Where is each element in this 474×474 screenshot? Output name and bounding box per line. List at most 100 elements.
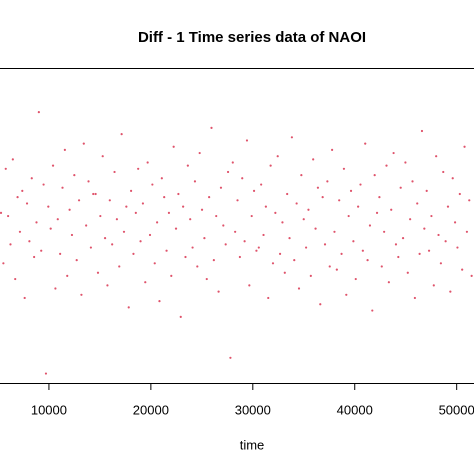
point — [137, 167, 140, 170]
point — [96, 271, 100, 274]
point — [342, 167, 346, 170]
point — [80, 293, 83, 296]
point — [59, 252, 62, 255]
point — [7, 214, 10, 218]
point — [281, 221, 284, 224]
point — [442, 170, 445, 174]
point — [25, 202, 29, 205]
point — [129, 189, 133, 192]
point — [295, 202, 298, 205]
point — [404, 161, 407, 164]
point — [167, 211, 171, 214]
point — [345, 293, 348, 296]
point — [87, 180, 90, 183]
point — [200, 208, 204, 211]
point — [309, 274, 312, 277]
point — [47, 205, 50, 208]
point — [141, 202, 145, 205]
point — [392, 151, 395, 155]
point — [163, 196, 166, 199]
point — [49, 227, 52, 230]
point — [236, 199, 239, 202]
point — [444, 240, 447, 243]
point — [468, 199, 471, 202]
point — [373, 174, 376, 177]
point — [352, 240, 355, 243]
point — [364, 142, 367, 145]
chart-title: Diff - 1 Time series data of NAOI — [138, 29, 366, 46]
point — [264, 205, 267, 208]
point — [323, 243, 327, 246]
point — [456, 246, 459, 249]
point — [461, 268, 464, 271]
point — [172, 145, 175, 148]
point — [205, 277, 208, 281]
point — [219, 186, 223, 189]
point — [89, 246, 92, 249]
point — [314, 227, 317, 230]
point — [158, 300, 161, 303]
point — [394, 243, 398, 246]
point — [229, 356, 232, 359]
point — [101, 155, 104, 158]
point — [335, 268, 338, 271]
point — [470, 274, 473, 277]
point — [241, 177, 244, 180]
point — [378, 196, 381, 199]
point — [70, 233, 74, 237]
point — [186, 164, 189, 167]
point — [198, 151, 201, 155]
point — [411, 180, 414, 183]
point — [406, 271, 409, 274]
point — [430, 214, 433, 218]
point — [432, 284, 435, 287]
point — [16, 196, 19, 199]
point — [113, 170, 116, 174]
point — [418, 252, 421, 255]
x-tick-label: 40000 — [337, 402, 373, 417]
point — [278, 252, 282, 255]
point — [423, 227, 426, 230]
point — [338, 199, 341, 202]
point — [33, 255, 36, 259]
point — [321, 196, 324, 199]
point — [44, 372, 48, 375]
point — [174, 227, 178, 230]
point — [286, 192, 289, 196]
point — [63, 148, 66, 151]
point — [77, 199, 81, 202]
point — [56, 218, 59, 221]
point — [312, 158, 315, 161]
x-axis-label: time — [240, 437, 265, 452]
point — [23, 296, 26, 300]
point — [328, 265, 331, 268]
point — [252, 189, 256, 192]
point — [451, 177, 454, 180]
point — [401, 237, 405, 240]
point — [425, 189, 428, 192]
point — [347, 214, 350, 218]
point — [413, 296, 416, 300]
point — [243, 240, 246, 243]
point — [191, 246, 194, 249]
point — [409, 218, 412, 221]
point — [106, 284, 109, 287]
point — [9, 243, 12, 246]
point — [340, 252, 343, 255]
point — [2, 262, 5, 265]
point — [293, 259, 296, 262]
point — [439, 262, 442, 265]
point — [189, 218, 192, 221]
point — [354, 277, 357, 281]
point — [420, 129, 424, 133]
point — [170, 274, 173, 277]
point — [250, 214, 253, 218]
point — [262, 233, 265, 237]
point — [257, 246, 260, 249]
point — [108, 199, 111, 202]
point — [208, 196, 211, 199]
point — [375, 211, 379, 214]
point — [349, 189, 353, 192]
point — [465, 230, 469, 233]
